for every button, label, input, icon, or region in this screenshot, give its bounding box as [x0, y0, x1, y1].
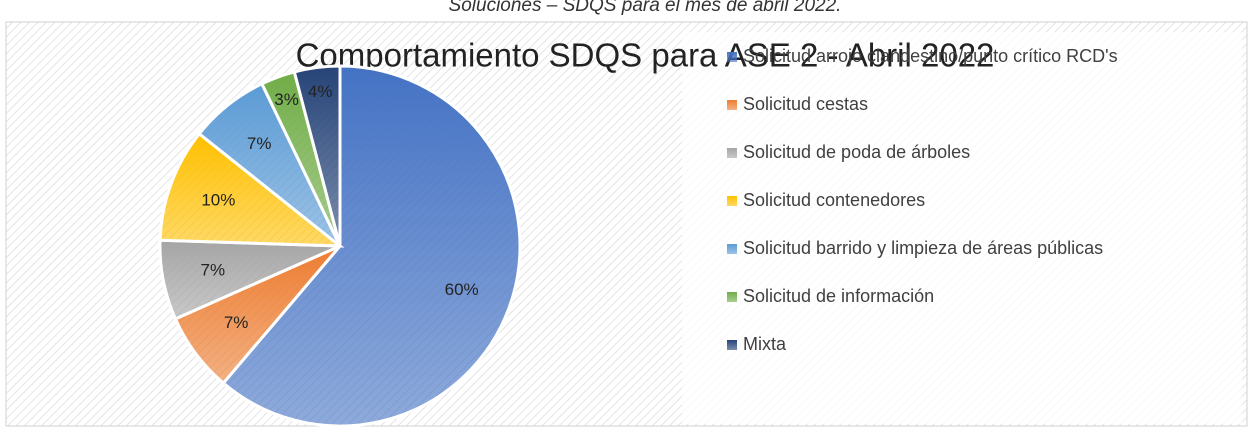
legend-label: Solicitud de información	[743, 286, 934, 306]
pie-slice	[221, 64, 522, 428]
legend-swatch	[727, 244, 737, 254]
legend-swatch	[727, 100, 737, 110]
data-label: 7%	[224, 313, 249, 332]
legend-swatch	[727, 52, 737, 62]
legend-swatch	[727, 292, 737, 302]
legend-background	[682, 32, 1242, 424]
legend-swatch	[727, 196, 737, 206]
legend-label: Mixta	[743, 334, 787, 354]
data-label: 7%	[201, 260, 226, 279]
legend-label: Solicitud barrido y limpieza de áreas pú…	[743, 238, 1103, 258]
pie-slice	[158, 131, 345, 248]
legend-swatch	[727, 340, 737, 350]
data-label: 10%	[201, 191, 235, 210]
legend-label: Solicitud cestas	[743, 94, 868, 114]
data-label: 7%	[247, 134, 272, 153]
data-label: 60%	[445, 280, 479, 299]
pie-slice	[292, 64, 342, 247]
data-label: 4%	[308, 82, 333, 101]
legend-label: Solicitud de poda de árboles	[743, 142, 970, 162]
caption: Soluciones – SDQS para el mes de abril 2…	[449, 0, 842, 16]
chart-title: Comportamiento SDQS para ASE 2 - Abril 2…	[296, 37, 995, 74]
legend-swatch	[727, 148, 737, 158]
data-label: 3%	[274, 90, 299, 109]
legend-label: Solicitud contenedores	[743, 190, 925, 210]
legend-label: Solicitud arrojo clandestino/punto críti…	[743, 46, 1118, 66]
